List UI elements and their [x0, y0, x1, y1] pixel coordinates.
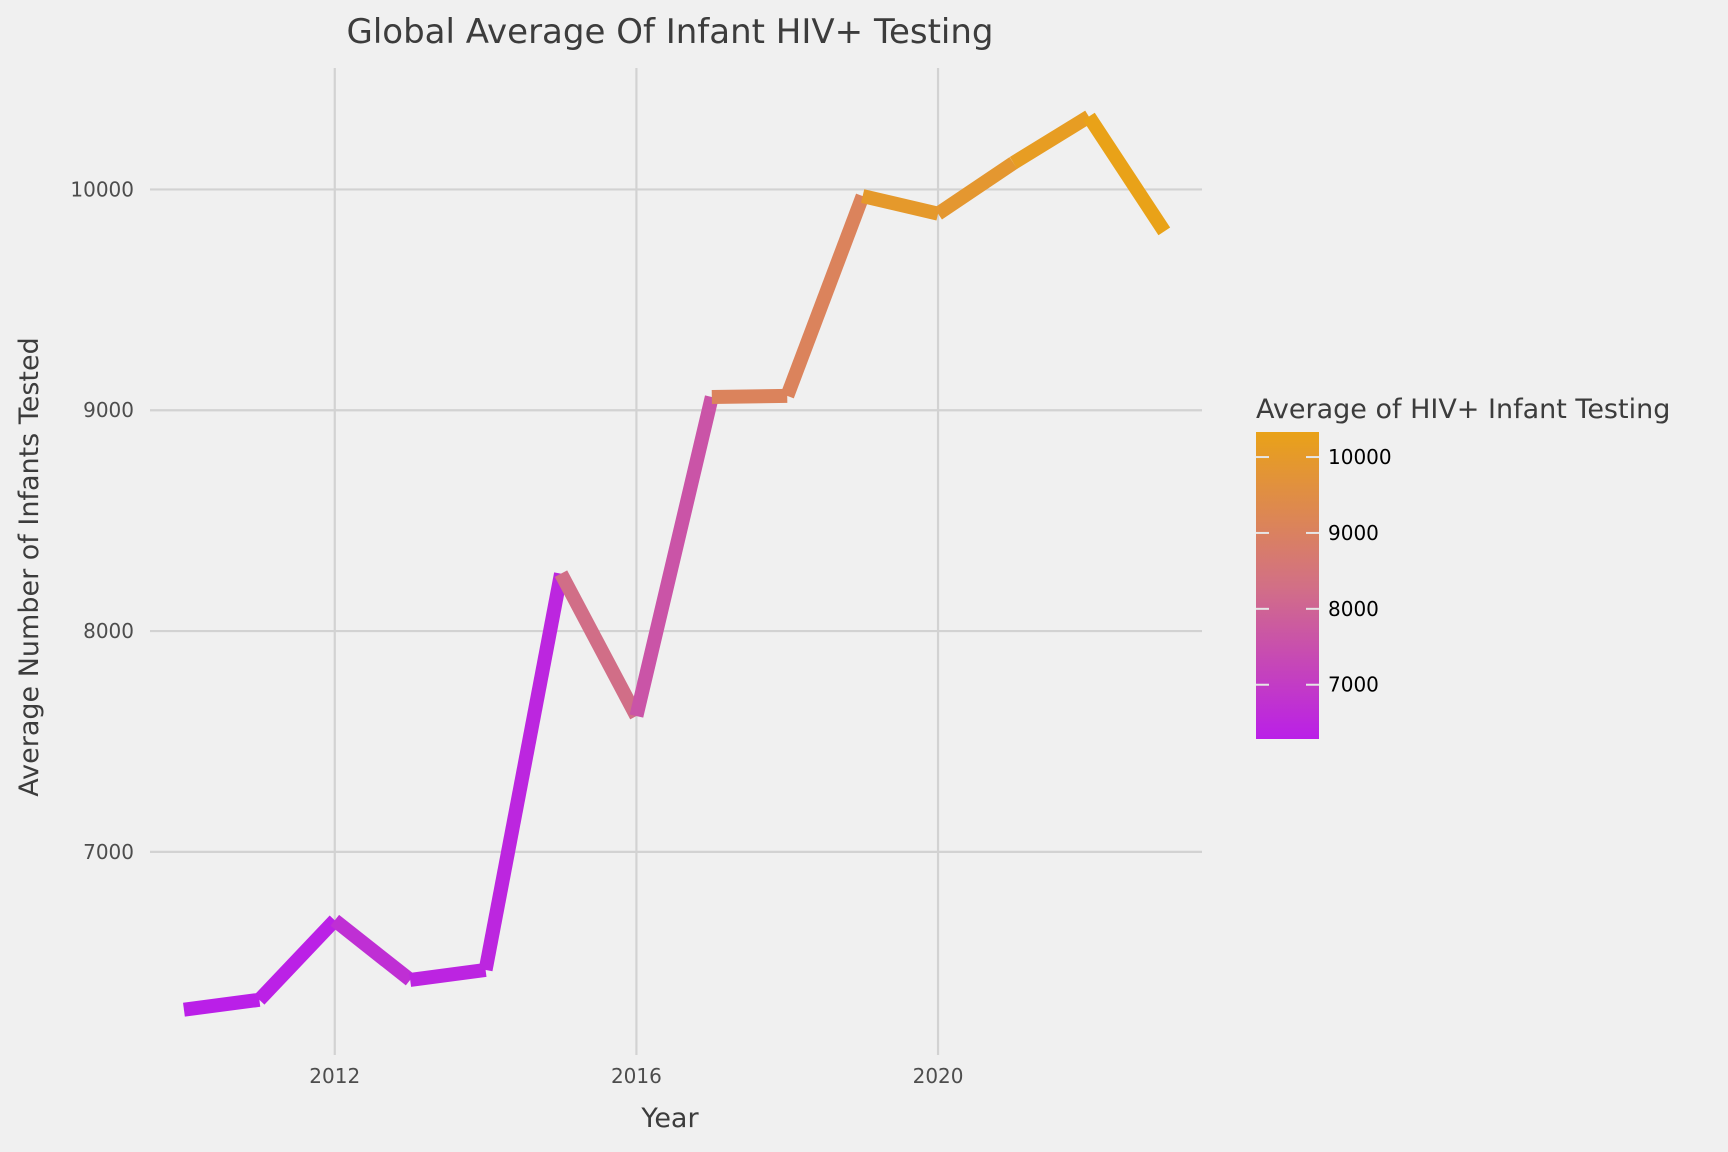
y-tick-label: 10000 — [70, 177, 134, 201]
series-line — [183, 110, 1171, 1017]
x-axis-title: Year — [640, 1103, 699, 1134]
colorbar-tick-label: 10000 — [1328, 445, 1392, 469]
line-segment — [780, 193, 870, 399]
line-segment — [1009, 110, 1093, 169]
y-tick-label: 8000 — [83, 619, 134, 643]
line-segment — [1083, 112, 1171, 236]
colorbar-tick-label: 8000 — [1328, 597, 1379, 621]
x-tick-label: 2020 — [913, 1064, 964, 1088]
line-segment — [183, 992, 261, 1017]
x-tick-label: 2012 — [309, 1064, 360, 1088]
colorbar-legend: Average of HIV+ Infant Testing 7000 8000 9… — [1256, 394, 1670, 739]
line-segment — [554, 570, 643, 720]
x-tick-label: 2016 — [611, 1064, 662, 1088]
line-segment — [861, 189, 940, 221]
legend-title: Average of HIV+ Infant Testing — [1256, 394, 1670, 425]
y-tick-label: 9000 — [83, 398, 134, 422]
axes: 7000 8000 9000 10000 2012 2016 2020 — [70, 177, 963, 1088]
line-segment — [409, 963, 487, 987]
colorbar-tick-label: 9000 — [1328, 521, 1379, 545]
chart-title: Global Average Of Infant HIV+ Testing — [347, 12, 994, 52]
line-segment — [629, 395, 719, 718]
colorbar-tick-label: 7000 — [1328, 673, 1379, 697]
line-segment — [330, 914, 415, 986]
line-segment — [934, 157, 1018, 220]
line-segment — [254, 915, 340, 1005]
line-segment — [478, 572, 568, 972]
colorbar-ticks: 7000 8000 9000 10000 — [1256, 445, 1392, 697]
gridlines — [150, 68, 1202, 1055]
y-tick-label: 7000 — [83, 840, 134, 864]
colorbar — [1256, 432, 1319, 739]
y-axis-title: Average Number of Infants Tested — [14, 337, 45, 797]
line-segment — [711, 388, 788, 404]
